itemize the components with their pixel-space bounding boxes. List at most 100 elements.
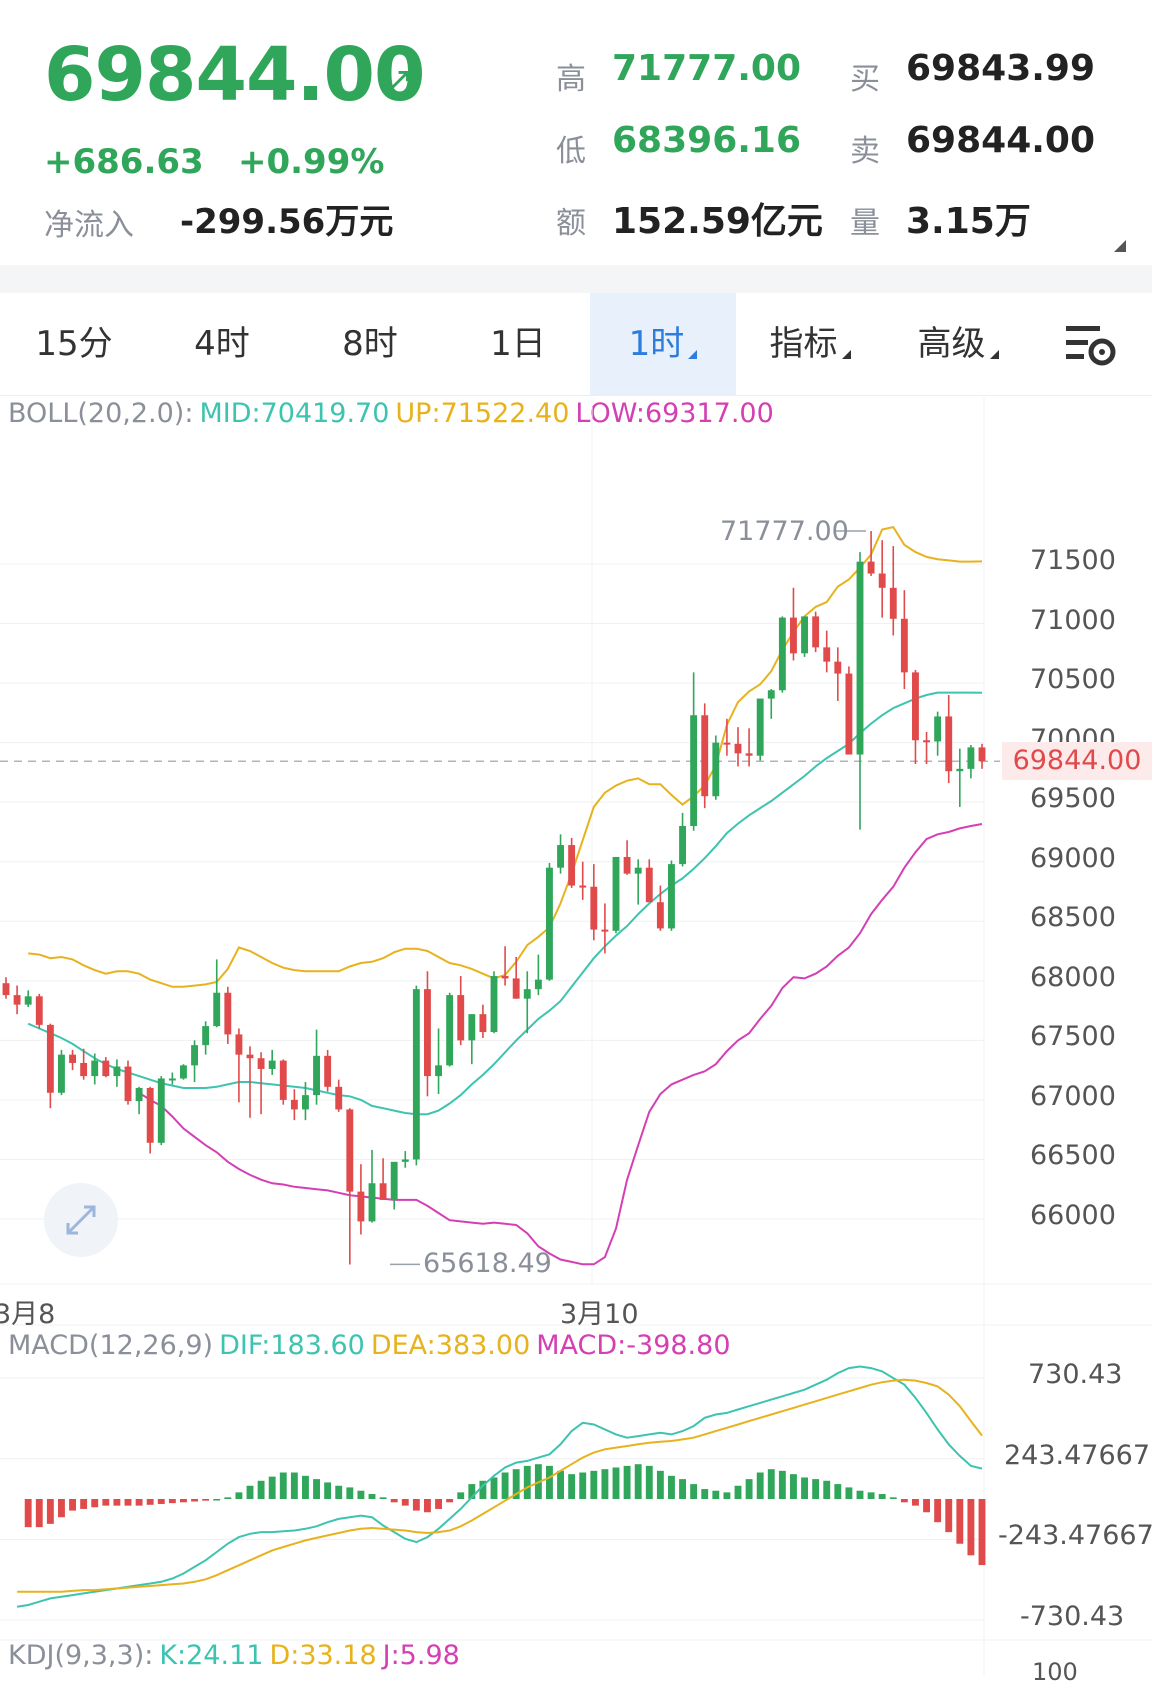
candle-body	[623, 856, 631, 874]
y-tick-label: 67000	[1030, 1080, 1116, 1112]
chart-settings-icon[interactable]	[1064, 322, 1120, 368]
macd-histogram-bar	[168, 1499, 176, 1504]
candle-body	[313, 1055, 320, 1096]
macd-histogram-bar	[390, 1499, 398, 1503]
candle-body	[967, 747, 975, 769]
tab-4h[interactable]: 4时	[148, 293, 296, 395]
candle-body	[745, 753, 753, 756]
netflow-value: -299.56万元	[180, 202, 394, 242]
candle-body	[302, 1095, 309, 1110]
tab-label: 4时	[194, 324, 250, 364]
candle-body	[845, 673, 853, 755]
macd-histogram-bar	[823, 1480, 831, 1499]
macd-histogram-bar	[734, 1485, 742, 1499]
candle-body	[690, 715, 698, 826]
macd-histogram-bar	[435, 1499, 442, 1509]
candle-body	[435, 1065, 442, 1077]
macd-histogram-bar	[146, 1499, 154, 1505]
candle-body	[113, 1066, 121, 1077]
kdj-y-tick: 100	[1032, 1658, 1078, 1686]
price-change-percent: +0.99%	[238, 142, 385, 182]
macd-histogram-bar	[945, 1499, 953, 1533]
macd-histogram-bar	[778, 1470, 786, 1499]
candle-body	[856, 561, 864, 755]
macd-histogram-bar	[135, 1499, 143, 1506]
tab-label: 8时	[342, 324, 398, 364]
candle-body	[401, 1159, 409, 1162]
candle-body	[46, 1024, 54, 1093]
tab-15m[interactable]: 15分	[0, 293, 148, 395]
macd-histogram-bar	[124, 1499, 132, 1506]
candle-body	[324, 1055, 332, 1087]
volume-value: 3.15万	[906, 201, 1031, 242]
candle-body	[235, 1034, 243, 1055]
tab-1h[interactable]: 1时	[590, 293, 736, 395]
boll-upper-line	[28, 525, 983, 988]
tab-label: 高级	[917, 324, 986, 364]
tab-indicators[interactable]: 指标	[736, 293, 884, 395]
tab-label: 1时	[628, 324, 685, 364]
candle-body	[379, 1183, 387, 1200]
candle-body	[457, 995, 465, 1041]
candle-body	[790, 617, 797, 654]
boll-mid-line	[27, 691, 983, 1116]
macd-dea: DEA:383.00	[370, 1330, 531, 1361]
candle-body	[424, 989, 431, 1077]
candle-body	[102, 1060, 110, 1077]
macd-name: MACD(12,26,9)	[8, 1330, 214, 1361]
macd-y-tick-label: 243.47667	[1004, 1439, 1151, 1471]
macd-histogram-bar	[246, 1485, 254, 1499]
macd-histogram-bar	[923, 1499, 930, 1513]
tab-1d[interactable]: 1日	[444, 293, 592, 395]
candle-body	[58, 1054, 65, 1093]
dropdown-icon	[989, 350, 999, 359]
candle-body	[279, 1060, 287, 1100]
netflow-label: 净流入	[44, 208, 134, 243]
candle-body	[834, 661, 842, 674]
expand-corner-icon[interactable]	[1114, 240, 1126, 252]
candle-body	[224, 992, 232, 1035]
y-tick-label: 68000	[1030, 961, 1116, 993]
candle-body	[446, 995, 454, 1066]
macd-histogram-bar	[58, 1499, 65, 1518]
y-tick-label: 71500	[1030, 545, 1116, 576]
candle-body	[712, 742, 720, 797]
bid-label: 买	[850, 62, 880, 97]
candle-body	[645, 867, 653, 903]
candle-body	[479, 1014, 487, 1033]
macd-histogram-bar	[801, 1477, 808, 1499]
candle-body	[246, 1054, 254, 1059]
boll-up: UP:71522.40	[395, 398, 570, 429]
candle-body	[80, 1062, 88, 1077]
y-tick-label: 70500	[1030, 664, 1116, 696]
macd-histogram-bar	[257, 1480, 265, 1499]
macd-histogram-bar	[590, 1470, 598, 1499]
macd-histogram-bar	[845, 1487, 853, 1499]
tab-label: 1日	[490, 324, 546, 364]
candle-body	[69, 1054, 76, 1063]
macd-histogram-bar	[645, 1465, 653, 1499]
macd-histogram-bar	[756, 1472, 764, 1499]
amount-value: 152.59亿元	[612, 201, 823, 242]
candle-body	[668, 864, 675, 929]
macd-histogram-bar	[213, 1499, 221, 1501]
tab-advanced[interactable]: 高级	[884, 293, 1032, 395]
macd-histogram-bar	[679, 1479, 686, 1499]
candle-body	[701, 715, 709, 797]
macd-histogram-bar	[268, 1476, 276, 1499]
candle-body	[335, 1086, 343, 1110]
macd-histogram-bar	[80, 1499, 88, 1509]
candle-body	[268, 1060, 276, 1069]
macd-histogram-bar	[790, 1474, 797, 1499]
fullscreen-button[interactable]	[44, 1183, 118, 1257]
macd-histogram-bar	[501, 1472, 509, 1499]
candle-body	[978, 747, 986, 762]
candle-body	[889, 587, 897, 619]
tab-8h[interactable]: 8时	[296, 293, 444, 395]
macd-value: MACD:-398.80	[536, 1330, 731, 1361]
candle-body	[734, 743, 742, 754]
macd-histogram-bar	[180, 1499, 187, 1503]
boll-legend: BOLL(20,2.0): MID:70419.70 UP:71522.40 LOW:…	[8, 398, 780, 429]
candle-body	[568, 845, 576, 886]
